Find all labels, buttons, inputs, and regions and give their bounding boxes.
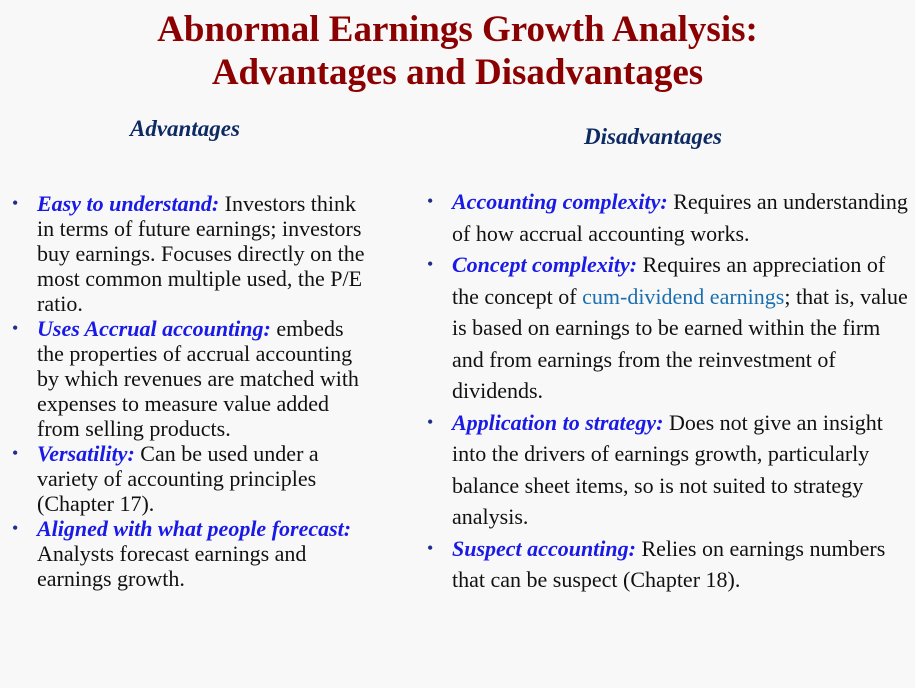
bullet-icon: • <box>12 518 19 538</box>
disadvantage-item-strategy: • Application to strategy: Does not give… <box>427 407 912 533</box>
disadvantage-term: Accounting complexity: <box>452 189 668 214</box>
disadvantage-item-suspect-accounting: • Suspect accounting: Relies on earnings… <box>427 533 912 596</box>
disadvantage-item-accounting-complexity: • Accounting complexity: Requires an und… <box>427 186 912 249</box>
disadvantage-term: Concept complexity: <box>452 252 638 277</box>
advantage-item-easy: • Easy to understand: Investors think in… <box>12 191 367 316</box>
disadvantage-text: Relies on earnings numbers that can be s… <box>452 535 886 593</box>
advantage-text: Analysts forecast earnings and earnings … <box>37 541 307 591</box>
slide-title: Abnormal Earnings Growth Analysis: Advan… <box>0 8 915 94</box>
advantage-text: Investors think in terms of future earni… <box>37 191 365 316</box>
disadvantage-text: Does not give an insight into the driver… <box>452 409 883 530</box>
advantage-term: Aligned with what people forecast: <box>37 516 352 541</box>
disadvantage-item-concept-complexity: • Concept complexity: Requires an apprec… <box>427 249 912 407</box>
advantage-item-accrual: • Uses Accrual accounting: embeds the pr… <box>12 316 367 441</box>
advantage-term: Versatility: <box>37 441 135 466</box>
bullet-icon: • <box>427 411 434 432</box>
disadvantage-text: Requires an understanding of how accrual… <box>452 189 908 246</box>
bullet-icon: • <box>12 193 19 213</box>
title-line-2: Advantages and Disadvantages <box>211 52 704 93</box>
bullet-icon: • <box>427 254 434 274</box>
title-line-1: Abnormal Earnings Growth Analysis: <box>157 9 758 50</box>
advantage-item-versatility: • Versatility: Can be used under a varie… <box>12 441 367 516</box>
bullet-icon: • <box>12 318 19 338</box>
advantage-item-forecast: • Aligned with what people forecast: Ana… <box>12 516 367 591</box>
disadvantages-list: • Accounting complexity: Requires an und… <box>427 186 912 596</box>
advantage-term: Easy to understand: <box>37 191 220 216</box>
advantages-list: • Easy to understand: Investors think in… <box>12 191 367 591</box>
disadvantage-term: Application to strategy: <box>452 409 664 435</box>
disadvantages-heading: Disadvantages <box>584 124 722 149</box>
advantage-term: Uses Accrual accounting: <box>37 316 271 341</box>
advantage-text: embeds the properties of accrual account… <box>37 316 359 441</box>
disadvantage-term: Suspect accounting: <box>452 535 636 561</box>
disadvantage-text: ; that is, value is based on earnings to… <box>452 283 908 404</box>
disadvantage-text: Requires an appreciation of the concept … <box>452 252 886 309</box>
advantages-heading: Advantages <box>130 116 240 141</box>
bullet-icon: • <box>427 537 434 558</box>
advantage-text: Can be used under a variety of accountin… <box>37 441 319 516</box>
bullet-icon: • <box>427 191 434 211</box>
bullet-icon: • <box>12 443 19 463</box>
cum-dividend-earnings-link[interactable]: cum-dividend earnings <box>582 283 785 309</box>
